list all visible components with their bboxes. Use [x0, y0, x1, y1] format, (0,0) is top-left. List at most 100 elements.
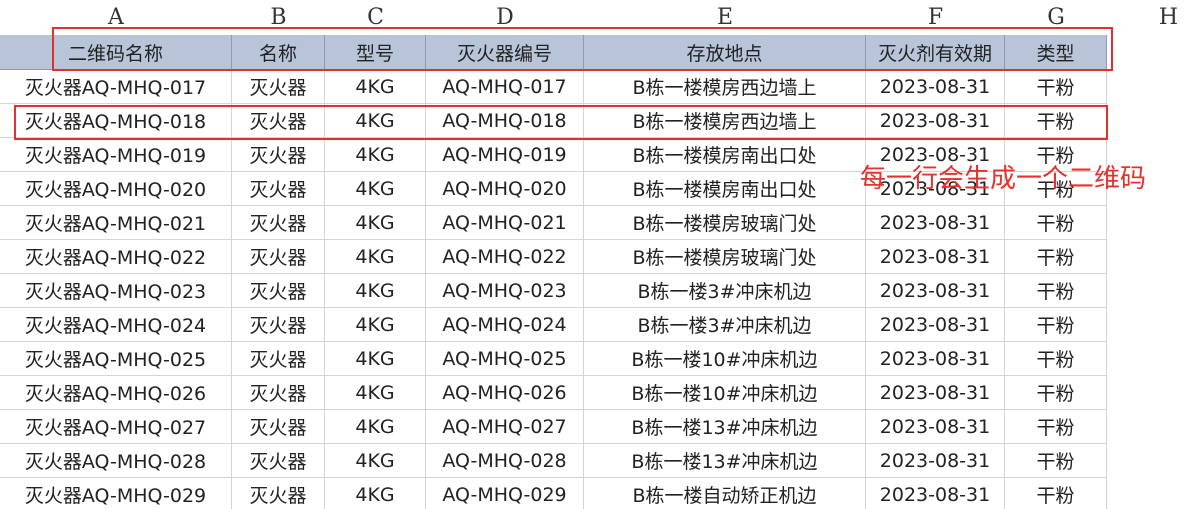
data-cell[interactable]: 灭火器AQ-MHQ-028 [0, 444, 232, 478]
data-cell[interactable]: 2023-08-31 [866, 172, 1005, 206]
data-cell[interactable]: 4KG [325, 410, 426, 444]
data-cell[interactable]: 2023-08-31 [866, 240, 1005, 274]
data-cell[interactable]: AQ-MHQ-019 [426, 138, 584, 172]
data-cell[interactable]: 4KG [325, 104, 426, 138]
data-cell[interactable]: 灭火器 [232, 138, 325, 172]
data-cell[interactable]: 干粉 [1005, 308, 1107, 342]
data-cell[interactable]: 灭火器 [232, 308, 325, 342]
column-letter[interactable]: B [270, 5, 287, 30]
data-cell[interactable]: 灭火器 [232, 444, 325, 478]
data-cell[interactable]: 灭火器 [232, 104, 325, 138]
data-cell[interactable]: 干粉 [1005, 70, 1107, 104]
data-cell[interactable]: 4KG [325, 376, 426, 410]
column-letter[interactable]: E [716, 5, 734, 30]
data-cell[interactable]: 灭火器AQ-MHQ-020 [0, 172, 232, 206]
column-letter[interactable]: G [1047, 5, 1065, 30]
data-cell[interactable]: AQ-MHQ-021 [426, 206, 584, 240]
data-cell[interactable]: 2023-08-31 [866, 138, 1005, 172]
data-cell[interactable]: 灭火器AQ-MHQ-021 [0, 206, 232, 240]
data-cell[interactable]: 灭火器 [232, 342, 325, 376]
data-cell[interactable]: B栋一楼3#冲床机边 [584, 274, 866, 308]
data-cell[interactable]: AQ-MHQ-025 [426, 342, 584, 376]
data-cell[interactable]: 2023-08-31 [866, 104, 1005, 138]
header-cell[interactable]: 存放地点 [584, 35, 866, 70]
header-cell[interactable]: 灭火剂有效期 [866, 35, 1005, 70]
data-cell[interactable]: B栋一楼10#冲床机边 [584, 376, 866, 410]
data-cell[interactable]: 4KG [325, 206, 426, 240]
data-cell[interactable]: 2023-08-31 [866, 444, 1005, 478]
data-cell[interactable]: 灭火器AQ-MHQ-018 [0, 104, 232, 138]
data-cell[interactable]: 2023-08-31 [866, 70, 1005, 104]
data-cell[interactable]: 2023-08-31 [866, 342, 1005, 376]
data-cell[interactable]: 干粉 [1005, 138, 1107, 172]
data-cell[interactable]: 干粉 [1005, 206, 1107, 240]
data-cell[interactable]: AQ-MHQ-018 [426, 104, 584, 138]
data-cell[interactable]: 灭火器 [232, 274, 325, 308]
data-cell[interactable]: 干粉 [1005, 172, 1107, 206]
data-cell[interactable]: 灭火器AQ-MHQ-025 [0, 342, 232, 376]
data-cell[interactable]: 灭火器 [232, 410, 325, 444]
header-cell[interactable]: 灭火器编号 [426, 35, 584, 70]
data-cell[interactable]: 灭火器AQ-MHQ-026 [0, 376, 232, 410]
data-cell[interactable]: 灭火器 [232, 478, 325, 509]
column-letter[interactable]: C [367, 5, 384, 30]
header-cell[interactable]: 名称 [232, 35, 325, 70]
data-cell[interactable]: B栋一楼模房南出口处 [584, 172, 866, 206]
data-cell[interactable]: AQ-MHQ-029 [426, 478, 584, 509]
data-cell[interactable]: B栋一楼13#冲床机边 [584, 410, 866, 444]
data-cell[interactable]: B栋一楼3#冲床机边 [584, 308, 866, 342]
data-cell[interactable]: 4KG [325, 240, 426, 274]
data-cell[interactable]: B栋一楼10#冲床机边 [584, 342, 866, 376]
data-cell[interactable]: 灭火器 [232, 376, 325, 410]
data-cell[interactable]: 2023-08-31 [866, 274, 1005, 308]
data-cell[interactable]: 干粉 [1005, 376, 1107, 410]
data-cell[interactable]: 干粉 [1005, 240, 1107, 274]
data-cell[interactable]: 灭火器AQ-MHQ-024 [0, 308, 232, 342]
data-cell[interactable]: AQ-MHQ-023 [426, 274, 584, 308]
data-cell[interactable]: B栋一楼模房西边墙上 [584, 104, 866, 138]
data-cell[interactable]: 干粉 [1005, 478, 1107, 509]
data-cell[interactable]: 灭火器AQ-MHQ-017 [0, 70, 232, 104]
data-cell[interactable]: 2023-08-31 [866, 308, 1005, 342]
data-cell[interactable]: B栋一楼13#冲床机边 [584, 444, 866, 478]
data-cell[interactable]: 2023-08-31 [866, 478, 1005, 509]
data-cell[interactable]: 干粉 [1005, 274, 1107, 308]
data-cell[interactable]: 灭火器AQ-MHQ-027 [0, 410, 232, 444]
data-cell[interactable]: 4KG [325, 342, 426, 376]
column-letter[interactable]: F [927, 5, 944, 30]
data-cell[interactable]: 4KG [325, 138, 426, 172]
data-cell[interactable]: B栋一楼模房玻璃门处 [584, 240, 866, 274]
column-letter[interactable]: D [496, 5, 514, 30]
data-cell[interactable]: 4KG [325, 444, 426, 478]
data-cell[interactable]: 干粉 [1005, 444, 1107, 478]
data-cell[interactable]: B栋一楼自动矫正机边 [584, 478, 866, 509]
data-cell[interactable]: AQ-MHQ-028 [426, 444, 584, 478]
data-cell[interactable]: 灭火器AQ-MHQ-022 [0, 240, 232, 274]
data-cell[interactable]: 灭火器 [232, 206, 325, 240]
data-cell[interactable]: 灭火器AQ-MHQ-023 [0, 274, 232, 308]
data-cell[interactable]: 灭火器 [232, 70, 325, 104]
data-cell[interactable]: 灭火器AQ-MHQ-019 [0, 138, 232, 172]
data-cell[interactable]: 2023-08-31 [866, 206, 1005, 240]
data-cell[interactable]: 2023-08-31 [866, 376, 1005, 410]
data-cell[interactable]: 4KG [325, 478, 426, 509]
data-cell[interactable]: 干粉 [1005, 410, 1107, 444]
data-cell[interactable]: 4KG [325, 308, 426, 342]
header-cell[interactable]: 类型 [1005, 35, 1107, 70]
column-letter[interactable]: H [1158, 5, 1179, 30]
data-cell[interactable]: 灭火器 [232, 240, 325, 274]
data-cell[interactable]: AQ-MHQ-022 [426, 240, 584, 274]
data-cell[interactable]: AQ-MHQ-026 [426, 376, 584, 410]
data-cell[interactable]: AQ-MHQ-024 [426, 308, 584, 342]
data-cell[interactable]: 干粉 [1005, 342, 1107, 376]
data-cell[interactable]: B栋一楼模房南出口处 [584, 138, 866, 172]
data-cell[interactable]: 4KG [325, 172, 426, 206]
data-cell[interactable]: 2023-08-31 [866, 410, 1005, 444]
data-cell[interactable]: AQ-MHQ-017 [426, 70, 584, 104]
data-cell[interactable]: AQ-MHQ-027 [426, 410, 584, 444]
data-cell[interactable]: 灭火器 [232, 172, 325, 206]
data-cell[interactable]: 4KG [325, 274, 426, 308]
data-cell[interactable]: B栋一楼模房玻璃门处 [584, 206, 866, 240]
data-cell[interactable]: 4KG [325, 70, 426, 104]
data-cell[interactable]: B栋一楼模房西边墙上 [584, 70, 866, 104]
